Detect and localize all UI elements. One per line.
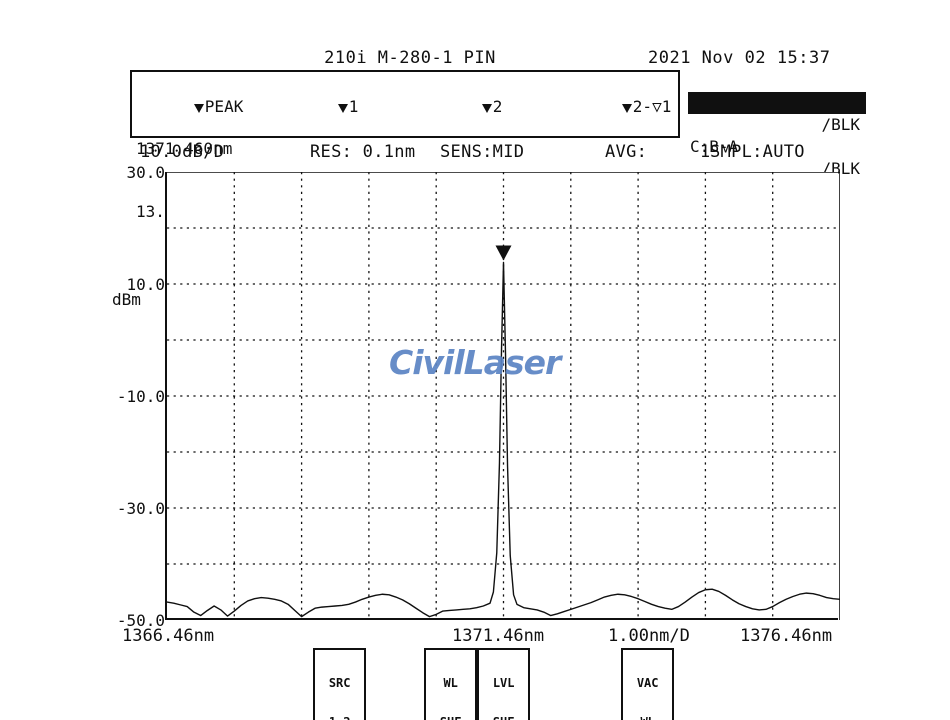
- peak-marker-triangle-icon: [495, 245, 512, 261]
- trace-row-c[interactable]: C:B-A /BLK: [688, 114, 866, 178]
- y-tick-1: 10.0: [126, 275, 165, 294]
- y-tick-4: -50.0: [116, 611, 165, 630]
- y-tick-3: -30.0: [116, 499, 165, 518]
- marker-peak-wavelength: 1371.460nm: [136, 139, 233, 158]
- soft-key-lvl-shf[interactable]: LVL SHF: [477, 648, 531, 720]
- x-center-wavelength: 1371.46nm: [452, 626, 545, 646]
- soft-key-src-line1: SRC: [328, 676, 351, 690]
- soft-key-vac-line2: WL: [626, 716, 669, 720]
- soft-key-wl-line2: SHF: [429, 716, 472, 720]
- marker-triangle-icon: [193, 104, 204, 113]
- soft-key-vac-wl[interactable]: VAC WL: [621, 648, 675, 720]
- soft-key-lvl-line2: SHF: [482, 716, 525, 720]
- trace-a-mode: /BLK: [821, 115, 860, 134]
- marker-2-triangle-icon: [481, 104, 492, 113]
- x-axis-labels: 1366.46nm 1371.46nm 1.00nm/D 1376.46nm: [0, 626, 950, 650]
- marker-1-triangle-icon: [337, 104, 348, 113]
- y-tick-0: 30.0: [126, 163, 165, 182]
- trace-status-box: A:FIX /BLK B:WRITE /DSP C:B-A /BLK: [688, 70, 866, 178]
- trace-b-name: B:WRITE: [690, 115, 758, 134]
- x-start-wavelength: 1366.46nm: [122, 626, 215, 646]
- civillaser-watermark: CivilLaser: [389, 343, 561, 382]
- trace-row-a[interactable]: A:FIX /BLK: [688, 70, 866, 134]
- datetime-label: 2021 Nov 02 15:37: [648, 48, 831, 68]
- marker-peak-label: PEAK: [204, 97, 244, 116]
- model-title: 210i M-280-1 PIN: [324, 48, 496, 68]
- soft-key-wl-line1: WL: [443, 676, 458, 690]
- settings-strip: 10.0dB/D RES: 0.1nm SENS:MID AVG: 1 SMPL…: [130, 142, 870, 166]
- setting-resolution[interactable]: RES: 0.1nm: [310, 142, 416, 162]
- marker-readout-box: PEAK 1371.460nm 13.84dBm 1 2 2-▽1: [130, 70, 680, 221]
- spectrum-plot-area[interactable]: [165, 172, 840, 620]
- soft-key-src-1-2[interactable]: SRC 1-2: [313, 648, 367, 720]
- soft-key-src-line2: 1-2: [318, 716, 361, 720]
- marker-delta-triangle-icon: [621, 104, 632, 113]
- marker-1-label: 1: [348, 97, 359, 116]
- marker-delta-column: 2-▽1: [564, 75, 671, 180]
- marker-2-label: 2: [492, 97, 503, 116]
- trace-b-mode: /DSP: [821, 137, 860, 156]
- soft-key-vac-line1: VAC: [636, 676, 659, 690]
- spectrum-plot-svg: [167, 172, 840, 620]
- setting-scale[interactable]: 10.0dB/D: [140, 142, 225, 162]
- setting-sensitivity[interactable]: SENS:MID: [440, 142, 525, 162]
- y-tick-2: -10.0: [116, 387, 165, 406]
- x-per-division: 1.00nm/D: [608, 626, 690, 646]
- y-axis-ticks: 30.0 10.0 -10.0 -30.0 -50.0: [99, 163, 165, 630]
- x-stop-wavelength: 1376.46nm: [740, 626, 833, 646]
- soft-key-wl-shf[interactable]: WL SHF: [424, 648, 478, 720]
- spectrum-trace: [167, 261, 840, 618]
- setting-sampling[interactable]: SMPL:AUTO: [710, 142, 805, 162]
- marker-2-column: 2: [424, 75, 502, 180]
- trace-row-b[interactable]: B:WRITE /DSP: [688, 92, 866, 156]
- y-axis-unit: dBm: [112, 290, 141, 309]
- soft-key-lvl-line1: LVL: [492, 676, 515, 690]
- plot-grid: [167, 172, 840, 620]
- marker-delta-label: 2-▽1: [632, 97, 672, 116]
- setting-average[interactable]: AVG: 1: [605, 142, 711, 162]
- soft-key-bar: SRC 1-2 WL SHF LVL SHF VAC WL: [0, 648, 950, 720]
- marker-1-column: 1: [280, 75, 358, 180]
- trace-c-name: C:B-A: [690, 137, 739, 156]
